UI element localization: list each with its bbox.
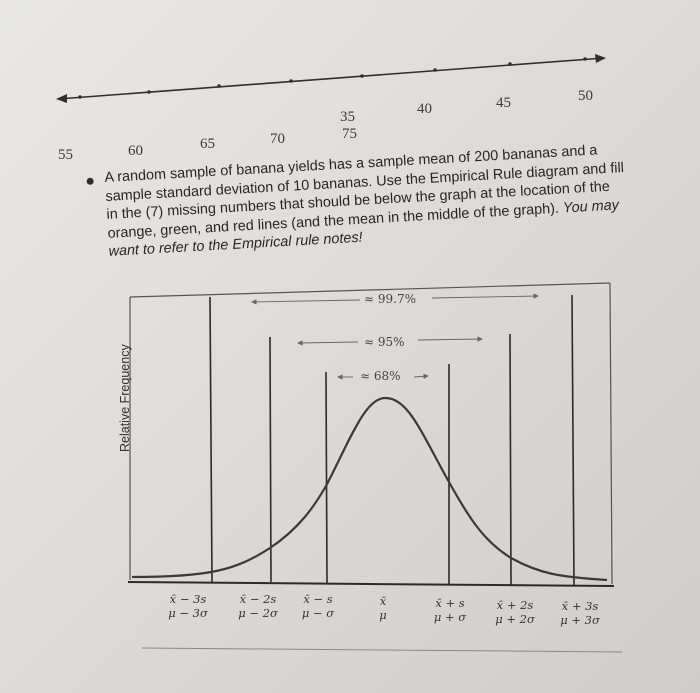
label-sample-minus-3s: x̄ − 3s bbox=[169, 592, 207, 606]
number-line-label: 35 bbox=[340, 109, 355, 125]
label-minus-3s: x̄ − 3s μ − 3σ bbox=[158, 592, 218, 620]
label-997-percent: ≈ 99.7% bbox=[364, 292, 416, 306]
line-plus-2s bbox=[509, 333, 512, 586]
number-line-right-arrow bbox=[595, 54, 606, 63]
label-sample-plus-1s: x̄ + s bbox=[435, 596, 465, 610]
number-line-tick bbox=[508, 62, 512, 66]
label-pop-plus-3s: μ + 3σ bbox=[560, 613, 600, 627]
bell-curve bbox=[131, 396, 608, 582]
number-line-left-arrow bbox=[56, 94, 67, 103]
number-line-tick bbox=[433, 68, 437, 72]
number-line-tick bbox=[78, 95, 82, 99]
number-line-label: 55 bbox=[58, 147, 73, 163]
label-sample-plus-2s: x̄ + 2s bbox=[496, 598, 534, 612]
label-plus-1s: x̄ + s μ + σ bbox=[420, 596, 480, 624]
arrow-68-right bbox=[413, 373, 429, 380]
line-minus-2s bbox=[269, 336, 272, 583]
graph-bottom-border bbox=[141, 647, 623, 653]
label-pop-minus-2s: μ − 2σ bbox=[238, 606, 278, 620]
graph-baseline bbox=[127, 581, 615, 587]
number-line-tick bbox=[289, 79, 293, 83]
arrow-95-right bbox=[417, 336, 483, 342]
arrow-95-left bbox=[297, 340, 359, 346]
label-sample-minus-2s: x̄ − 2s bbox=[239, 592, 277, 606]
label-minus-2s: x̄ − 2s μ − 2σ bbox=[228, 592, 288, 620]
label-68-percent: ≈ 68% bbox=[360, 369, 401, 383]
number-line-label: 50 bbox=[578, 88, 593, 104]
label-mean: x̄ μ bbox=[368, 594, 398, 622]
line-minus-1s bbox=[325, 371, 328, 584]
number-line-tick bbox=[583, 57, 587, 61]
label-pop-minus-3s: μ − 3σ bbox=[168, 606, 208, 620]
label-pop-minus-1s: μ − σ bbox=[301, 606, 335, 620]
line-minus-3s bbox=[209, 296, 213, 583]
number-line-label: 60 bbox=[128, 143, 143, 159]
label-95-percent: ≈ 95% bbox=[364, 335, 405, 349]
number-line-tick bbox=[147, 90, 151, 94]
label-pop-plus-1s: μ + σ bbox=[433, 610, 467, 624]
number-line-label: 65 bbox=[200, 136, 215, 152]
label-pop-plus-2s: μ + 2σ bbox=[495, 612, 535, 626]
line-plus-3s bbox=[571, 294, 575, 586]
graph-frame-right bbox=[609, 282, 613, 585]
number-line-tick bbox=[217, 84, 221, 88]
label-sample-plus-3s: x̄ + 3s bbox=[561, 599, 599, 613]
label-sample-mean: x̄ bbox=[379, 594, 387, 608]
number-line-tick bbox=[360, 74, 364, 78]
graph-frame-top bbox=[129, 282, 611, 298]
arrow-997-left bbox=[251, 299, 361, 305]
arrow-997-right bbox=[431, 293, 539, 299]
y-axis-label: Relative Frequency bbox=[118, 344, 132, 452]
number-line-label: 40 bbox=[417, 101, 432, 117]
number-line-label: 75 bbox=[342, 126, 357, 142]
label-minus-1s: x̄ − s μ − σ bbox=[290, 592, 346, 620]
label-pop-mean: μ bbox=[379, 608, 387, 622]
number-line bbox=[56, 54, 606, 103]
label-sample-minus-1s: x̄ − s bbox=[303, 592, 333, 606]
number-line-label: 45 bbox=[496, 95, 511, 111]
label-plus-3s: x̄ + 3s μ + 3σ bbox=[548, 599, 612, 627]
number-line-label: 70 bbox=[270, 131, 285, 147]
label-plus-2s: x̄ + 2s μ + 2σ bbox=[483, 598, 547, 626]
